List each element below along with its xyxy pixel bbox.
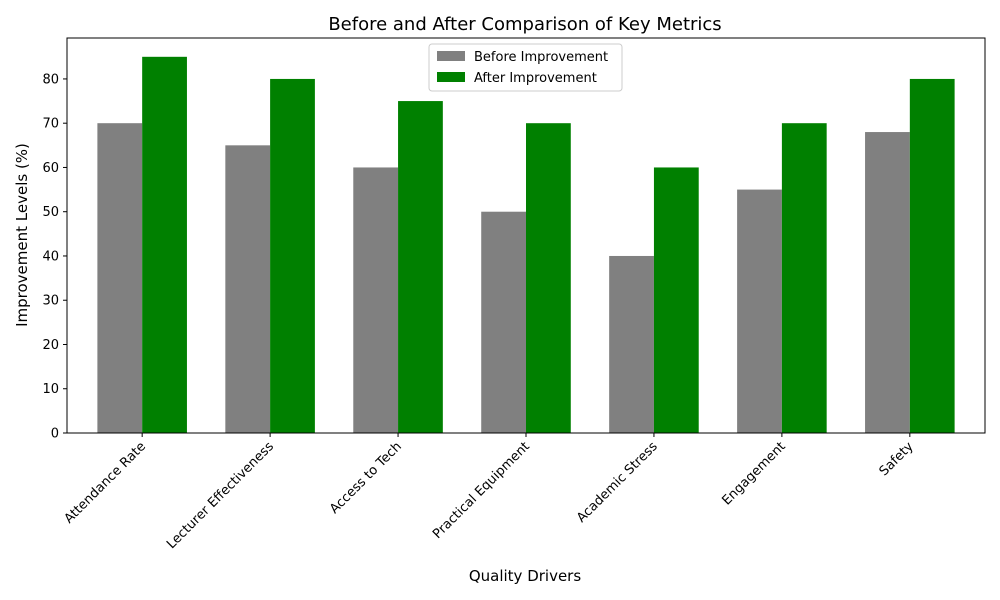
legend-label-before: Before Improvement <box>474 50 608 65</box>
bar-after-4 <box>653 167 699 433</box>
y-tick-label-5: 50 <box>42 205 59 220</box>
bar-after-0 <box>142 56 187 434</box>
x-tick-label-6: Safety <box>877 439 917 479</box>
x-tick-label-5: Engagement <box>719 439 788 508</box>
bar-after-5 <box>781 123 827 433</box>
legend-label-after: After Improvement <box>474 71 597 86</box>
y-tick-label-6: 60 <box>42 161 59 176</box>
y-tick-label-4: 40 <box>42 249 59 264</box>
bar-before-3 <box>481 211 526 433</box>
bar-after-1 <box>270 78 315 433</box>
legend-swatch-before <box>437 51 465 61</box>
bars-layer <box>97 56 955 434</box>
bar-after-2 <box>398 101 443 433</box>
x-tick-label-0: Attendance Rate <box>62 439 149 526</box>
bar-before-6 <box>865 132 910 434</box>
bar-before-4 <box>609 255 654 433</box>
y-tick-label-1: 10 <box>42 382 59 397</box>
y-tick-label-2: 20 <box>42 338 59 353</box>
x-tick-label-3: Practical Equipment <box>430 439 533 542</box>
x-tick-label-4: Academic Stress <box>574 439 661 526</box>
x-axis-label: Quality Drivers <box>469 567 582 585</box>
chart-title: Before and After Comparison of Key Metri… <box>328 14 721 35</box>
y-tick-label-0: 0 <box>51 427 59 442</box>
x-tick-label-2: Access to Tech <box>327 439 405 517</box>
bar-before-1 <box>225 145 271 433</box>
x-tick-label-1: Lecturer Effectiveness <box>164 439 277 552</box>
y-tick-label-7: 70 <box>42 117 59 132</box>
legend-box <box>428 43 623 92</box>
bar-before-0 <box>97 123 143 433</box>
bar-before-5 <box>737 189 782 433</box>
y-tick-label-8: 80 <box>42 72 59 87</box>
legend-swatch-after <box>437 72 465 82</box>
bar-before-2 <box>353 167 399 433</box>
bar-after-3 <box>526 123 571 433</box>
bar-after-6 <box>909 78 955 433</box>
y-axis-label: Improvement Levels (%) <box>13 143 31 327</box>
y-tick-label-3: 30 <box>42 294 59 309</box>
legend: Before Improvement After Improvement <box>428 43 623 92</box>
